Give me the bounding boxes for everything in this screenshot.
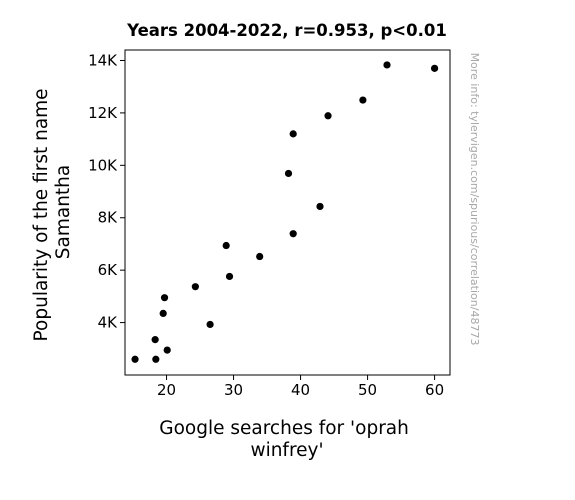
x-axis: 20 30 40 50 60	[157, 375, 444, 399]
y-axis-title: Popularity of the first name Samantha	[31, 83, 74, 342]
x-tick-label: 20	[157, 381, 176, 399]
data-point	[163, 346, 171, 354]
data-point	[430, 64, 439, 72]
y-tick-label: 4K	[98, 314, 119, 332]
x-tick-label: 40	[291, 381, 310, 399]
chart-title: Years 2004-2022, r=0.953, p<0.01	[126, 21, 447, 40]
data-point	[131, 355, 139, 363]
data-points	[131, 61, 439, 363]
y-tick-label: 6K	[98, 261, 119, 279]
y-tick-label: 12K	[88, 104, 118, 122]
data-point	[359, 96, 367, 104]
data-point	[289, 130, 297, 138]
data-point	[151, 336, 159, 344]
data-point	[191, 283, 199, 291]
watermark-text: More info: tylervigen.com/spurious/corre…	[468, 53, 481, 346]
y-axis-title-line-1: Popularity of the first name	[31, 88, 52, 341]
data-point	[256, 252, 264, 261]
data-point	[284, 169, 293, 178]
data-point	[160, 294, 169, 302]
y-tick-label: 10K	[88, 156, 118, 174]
data-point	[206, 320, 214, 329]
x-tick-label: 60	[425, 381, 444, 399]
data-point	[324, 112, 332, 120]
x-axis-title: Google searches for 'oprah winfrey'	[159, 418, 415, 461]
x-axis-title-line-2: winfrey'	[250, 440, 323, 461]
x-axis-title-line-1: Google searches for 'oprah	[159, 418, 409, 439]
data-point	[289, 230, 297, 238]
data-point	[316, 202, 324, 211]
data-point	[383, 61, 391, 69]
data-point	[152, 355, 160, 363]
data-point	[222, 241, 230, 250]
y-axis: 4K 6K 8K 10K 12K 14K	[88, 51, 125, 332]
y-tick-label: 8K	[98, 209, 119, 227]
y-axis-title-line-2: Samantha	[53, 165, 74, 259]
plot-frame	[124, 49, 451, 376]
x-tick-label: 30	[224, 381, 243, 399]
data-point	[225, 272, 234, 281]
data-point	[159, 309, 167, 318]
y-tick-label: 14K	[88, 51, 118, 69]
x-tick-label: 50	[358, 381, 377, 399]
plot-area	[124, 49, 451, 376]
